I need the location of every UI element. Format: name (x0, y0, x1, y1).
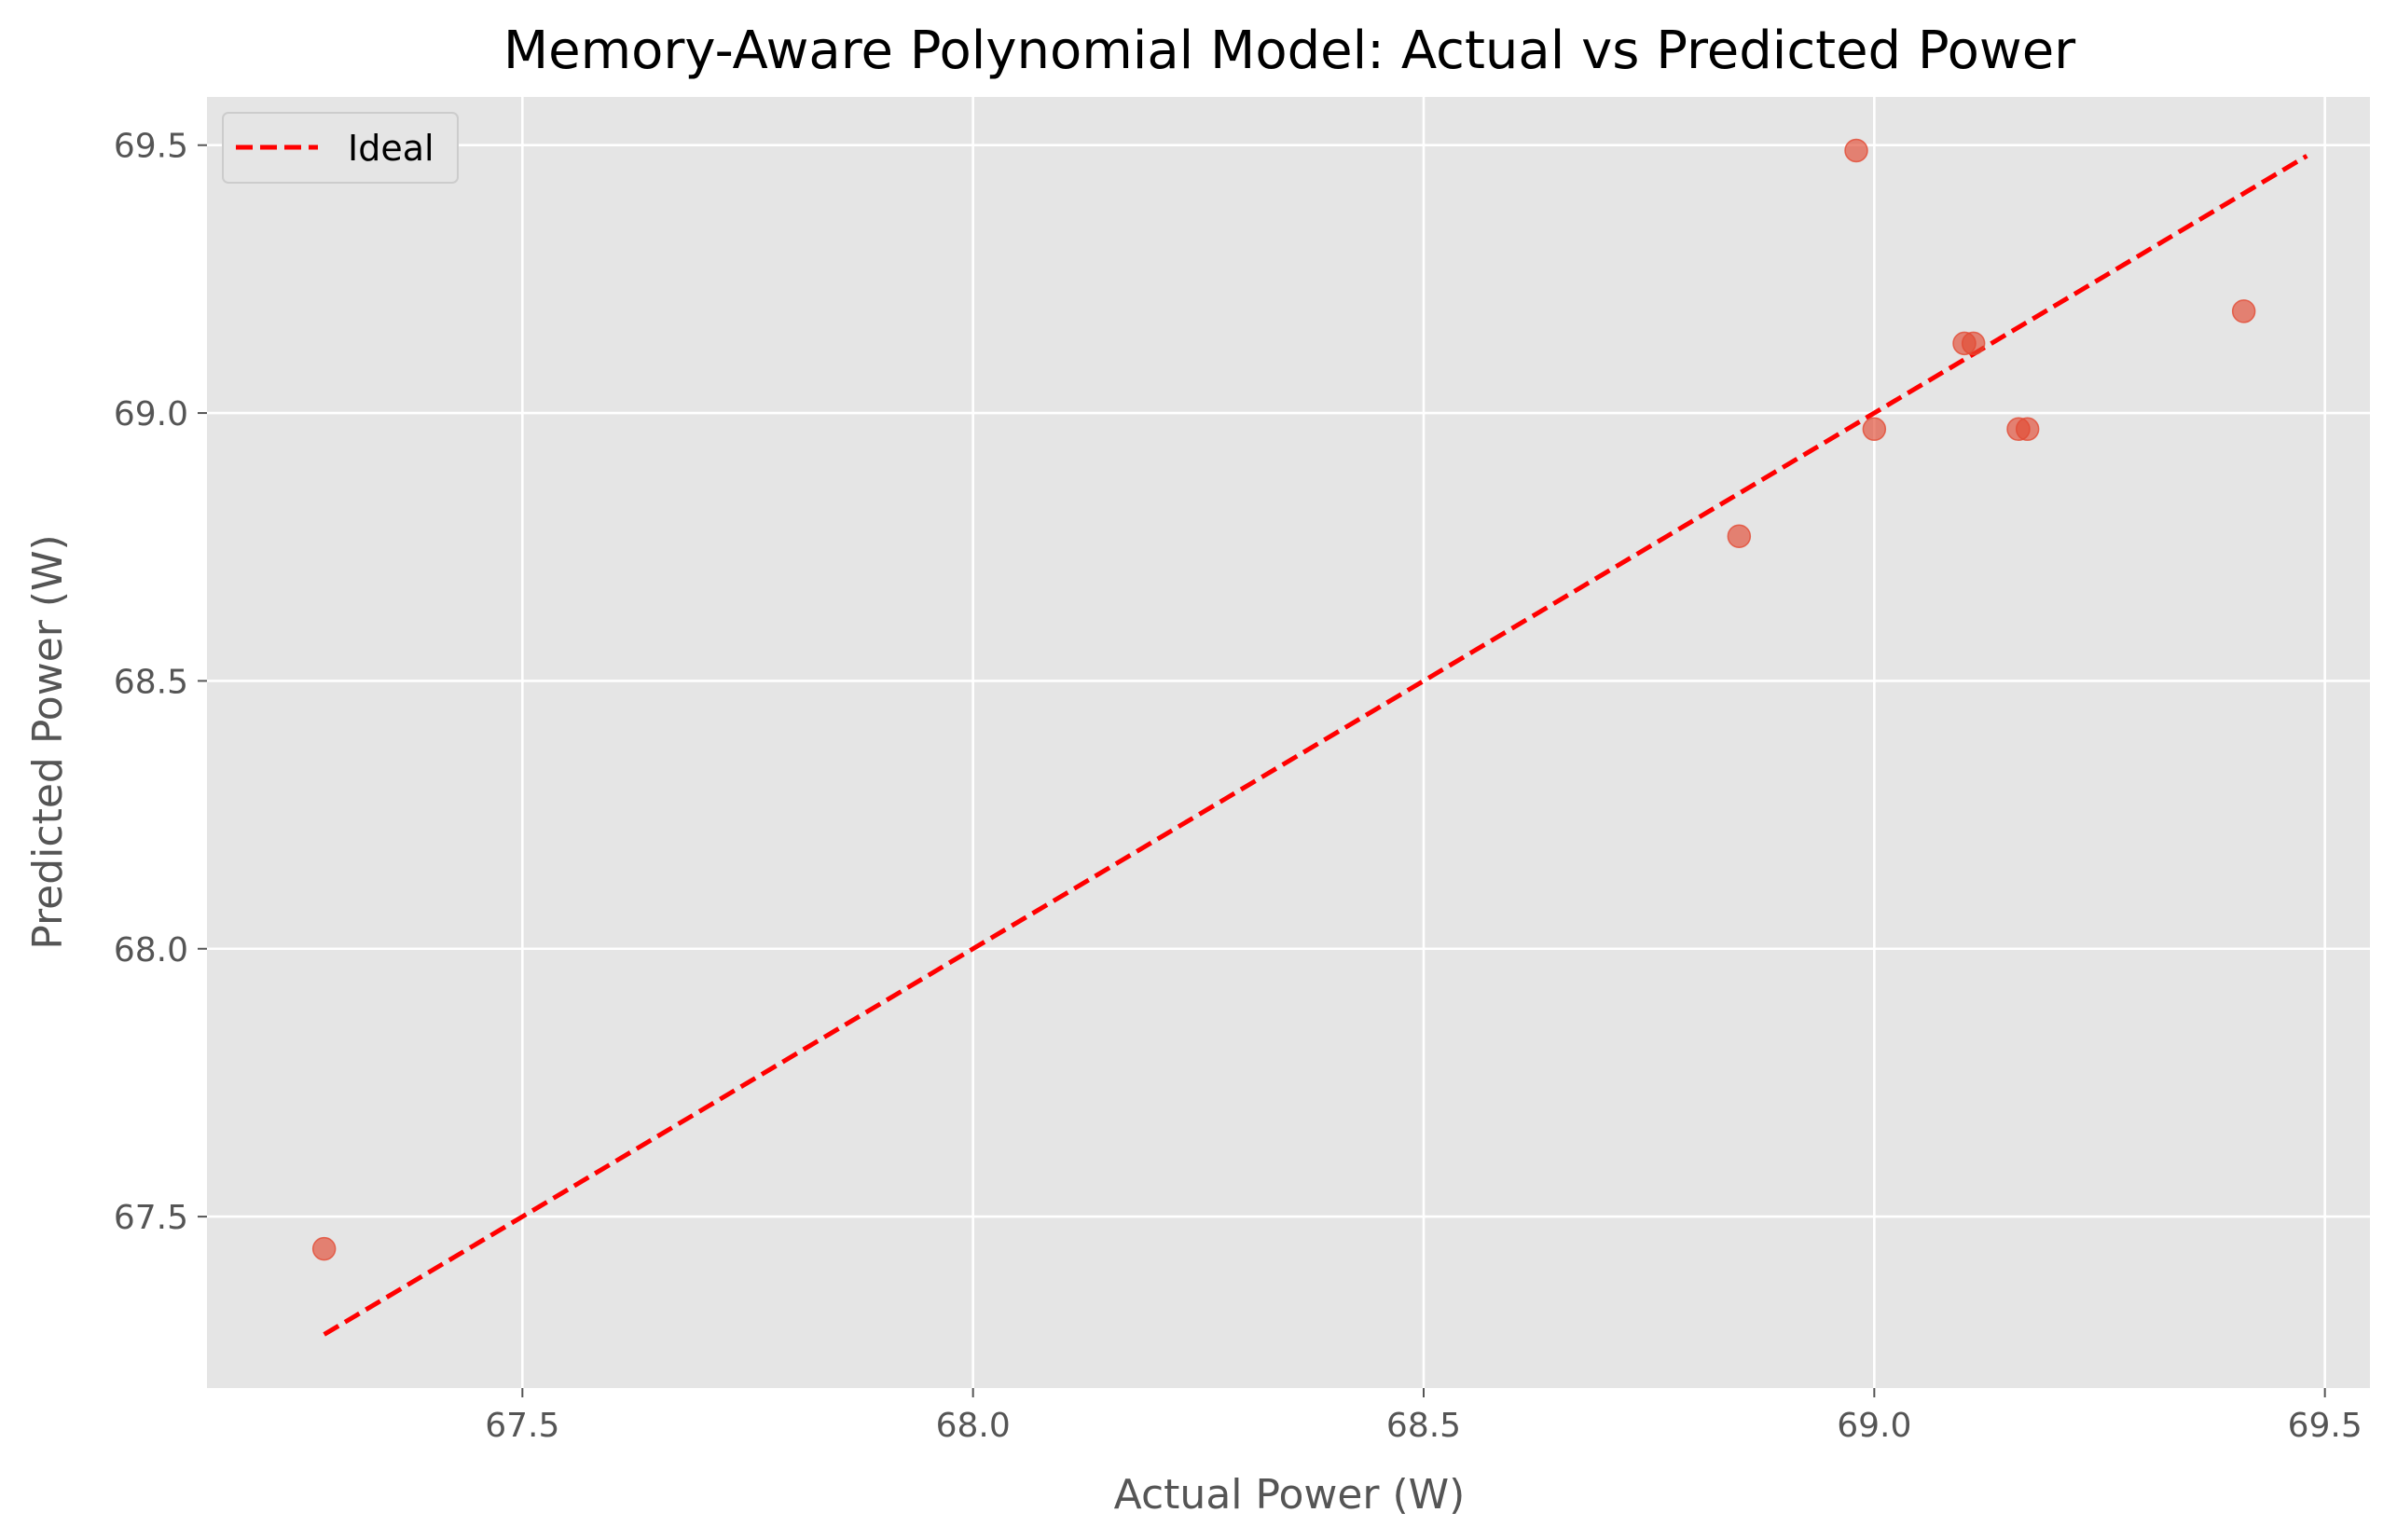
scatter-point-0 (311, 1236, 337, 1261)
scatter-point-1 (1727, 524, 1752, 548)
x-tick-label-4: 69.5 (2288, 1407, 2363, 1445)
y-tick-label-2: 68.5 (114, 663, 188, 701)
scatter-point-7 (2015, 417, 2040, 442)
chart-title: Memory-Aware Polynomial Model: Actual vs… (503, 21, 2076, 81)
x-tick-label-2: 68.5 (1386, 1407, 1461, 1445)
scatter-point-3 (1862, 417, 1887, 442)
y-tick-label-3: 69.0 (114, 395, 188, 433)
x-tick-label-1: 68.0 (936, 1407, 1011, 1445)
scatter-point-5 (1961, 331, 1986, 356)
y-tick-label-0: 67.5 (114, 1199, 188, 1237)
y-tick-label-1: 68.0 (114, 931, 188, 969)
y-axis-label: Predicted Power (W) (24, 534, 72, 949)
axis-ticks: 67.5 68.0 68.5 69.0 69.5 67.5 68.0 68.5 69.0 69.5 (114, 128, 2363, 1445)
y-tick-label-4: 69.5 (114, 128, 188, 166)
grid-lines (207, 97, 2370, 1388)
x-axis-label: Actual Power (W) (1114, 1471, 1466, 1519)
scatter-points (311, 138, 2256, 1261)
plot-area (207, 97, 2370, 1388)
legend-box (222, 112, 459, 184)
legend-label-ideal: Ideal (348, 128, 434, 169)
x-tick-label-0: 67.5 (485, 1407, 559, 1445)
scatter-point-2 (1844, 138, 1868, 163)
legend: Ideal (222, 112, 459, 184)
scatter-point-8 (2231, 299, 2256, 323)
x-tick-label-3: 69.0 (1837, 1407, 1911, 1445)
